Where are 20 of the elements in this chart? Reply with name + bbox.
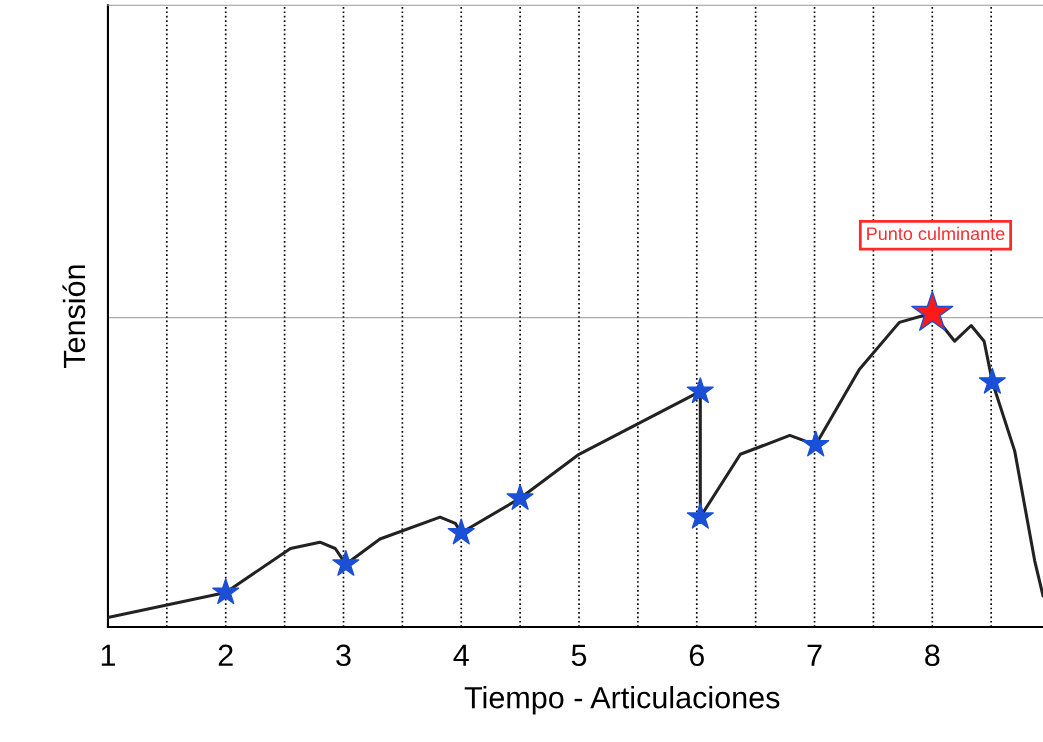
point xyxy=(506,484,534,510)
point xyxy=(802,430,830,457)
x-tick-label: 6 xyxy=(689,644,704,667)
x-axis-title: Tiempo - Articulaciones xyxy=(464,686,780,715)
x-tick-label: 7 xyxy=(807,644,822,666)
point xyxy=(686,502,714,529)
point xyxy=(911,290,954,331)
x-tick-label: 2 xyxy=(218,644,233,666)
x-tick-label: 1 xyxy=(101,644,115,666)
point xyxy=(332,549,360,576)
x-tick-label: 5 xyxy=(571,644,587,667)
y-axis-title: Tensión xyxy=(62,265,86,369)
x-tick-label: 4 xyxy=(453,644,469,666)
point xyxy=(212,578,240,605)
x-tick-label: 8 xyxy=(925,644,940,667)
point xyxy=(978,367,1006,394)
point xyxy=(686,377,714,404)
text: Punto culminante xyxy=(867,226,1005,241)
point xyxy=(447,518,475,545)
x-tick-label: 3 xyxy=(336,644,351,667)
